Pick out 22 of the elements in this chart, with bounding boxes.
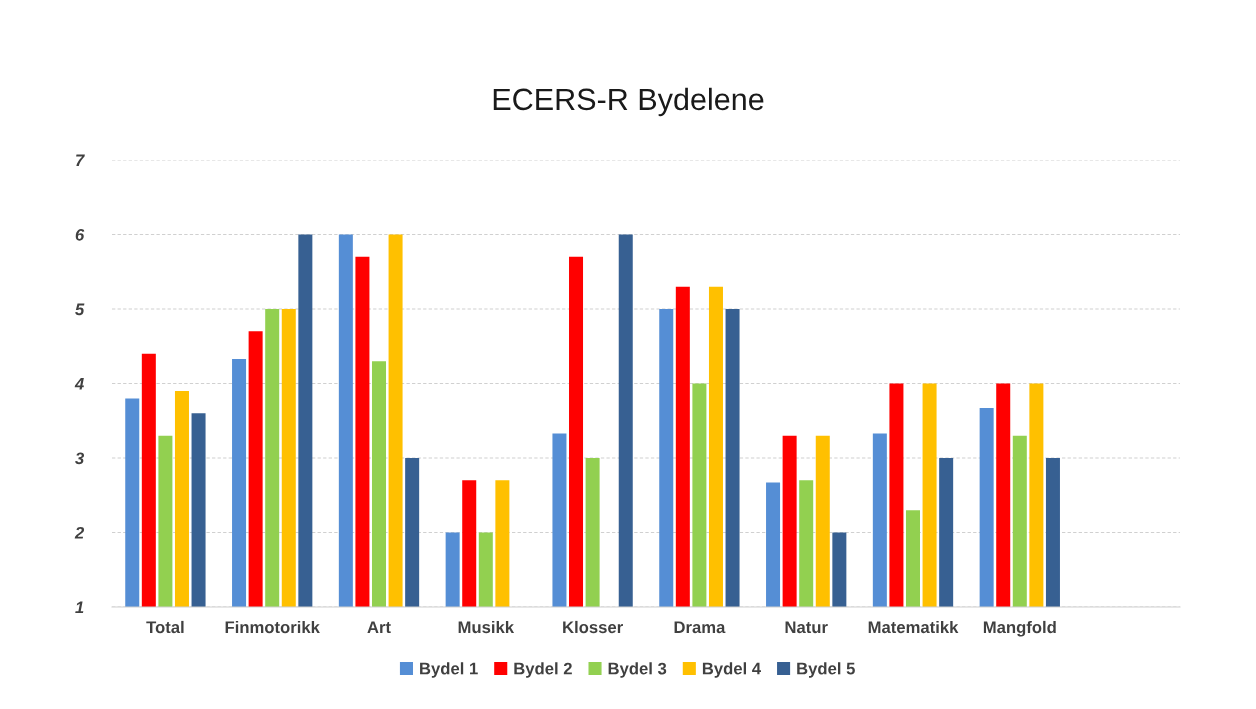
x-tick-label: Musikk: [458, 620, 515, 634]
legend-label: Bydel 1: [420, 662, 478, 678]
x-tick-label: Finmotorikk: [225, 620, 320, 634]
y-tick-label: 2: [74, 526, 85, 539]
x-tick-label: Drama: [674, 621, 726, 634]
legend-label: Bydel 2: [514, 662, 572, 678]
x-tick-label: Klosser: [563, 620, 623, 634]
y-tick-label: 4: [74, 378, 84, 390]
chart-title: ECERS-R Bydelene: [493, 87, 764, 117]
legend-label: Bydel 5: [797, 662, 855, 678]
x-tick-label: Art: [367, 621, 391, 634]
legend-label: Bydel 4: [702, 662, 761, 678]
y-tick-label: 6: [75, 228, 85, 241]
legend-label: Bydel 3: [608, 662, 667, 678]
y-tick-label: 1: [75, 601, 84, 614]
y-tick-label: 7: [76, 154, 85, 167]
x-tick-label: Mangfold: [983, 620, 1056, 637]
y-tick-label: 5: [75, 303, 85, 316]
y-tick-label: 3: [75, 452, 85, 465]
x-tick-label: Total: [146, 620, 184, 634]
x-tick-label: Natur: [785, 621, 828, 634]
x-tick-label: Matematikk: [868, 620, 959, 634]
